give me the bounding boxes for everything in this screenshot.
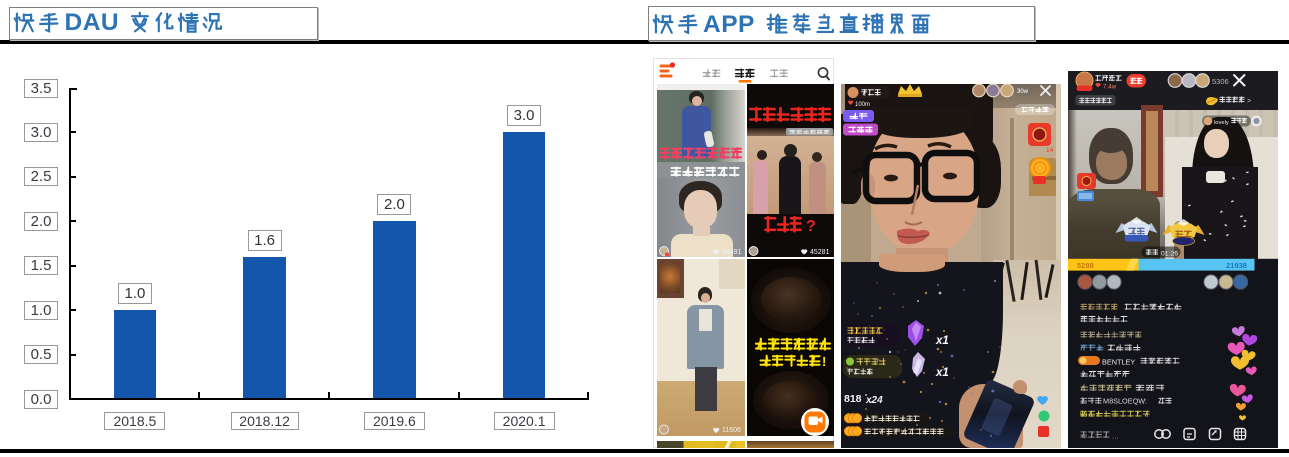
svg-text:M8SLOEQW:: M8SLOEQW: — [1103, 397, 1147, 406]
svg-text:5306: 5306 — [1212, 77, 1229, 86]
svg-text:BENTLEY: BENTLEY — [1102, 358, 1135, 367]
svg-text:x24: x24 — [865, 395, 883, 406]
svg-text:30w: 30w — [1017, 89, 1029, 95]
svg-text:818: 818 — [844, 393, 862, 405]
svg-text:01:26: 01:26 — [1161, 251, 1178, 258]
svg-text:lovely: lovely — [1214, 120, 1229, 126]
svg-text:14: 14 — [1046, 147, 1054, 154]
svg-text:ks: ks — [1080, 410, 1088, 419]
svg-text:!: ! — [822, 354, 826, 369]
svg-text:...: ... — [1112, 432, 1119, 441]
svg-text:5288: 5288 — [1077, 261, 1094, 270]
svg-text:21938: 21938 — [1226, 261, 1247, 270]
svg-text:x1: x1 — [935, 367, 949, 379]
svg-text:7.4w: 7.4w — [1103, 84, 1117, 91]
svg-text:>: > — [1247, 98, 1251, 105]
svg-text:x1: x1 — [935, 335, 949, 347]
svg-text:100m: 100m — [855, 102, 870, 108]
